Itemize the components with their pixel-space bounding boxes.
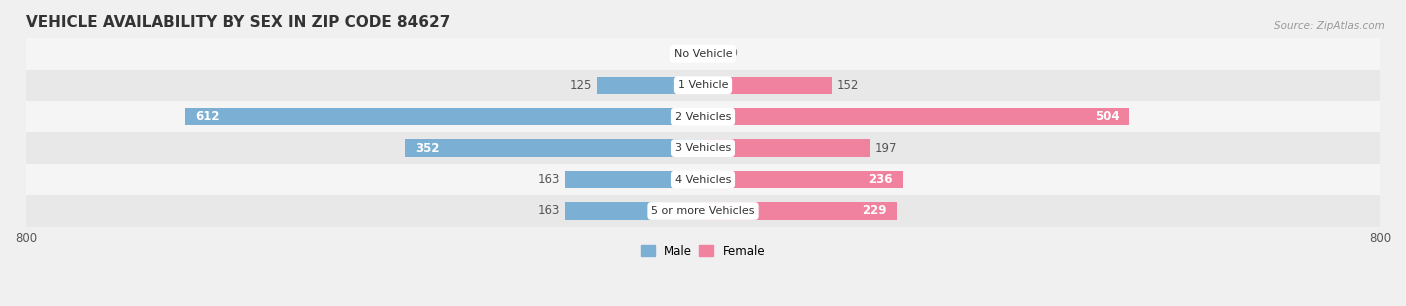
- Text: 163: 163: [537, 204, 560, 218]
- Text: 2 Vehicles: 2 Vehicles: [675, 112, 731, 122]
- Text: 4: 4: [688, 47, 695, 60]
- Text: Source: ZipAtlas.com: Source: ZipAtlas.com: [1274, 21, 1385, 32]
- Text: 19: 19: [724, 47, 740, 60]
- Bar: [703, 45, 718, 62]
- Bar: [565, 202, 703, 220]
- Bar: [27, 132, 1379, 164]
- Bar: [27, 69, 1379, 101]
- Bar: [27, 101, 1379, 132]
- Bar: [703, 76, 831, 94]
- Bar: [27, 38, 1379, 69]
- Text: 3 Vehicles: 3 Vehicles: [675, 143, 731, 153]
- Text: 4 Vehicles: 4 Vehicles: [675, 174, 731, 185]
- Bar: [27, 195, 1379, 227]
- Bar: [405, 140, 703, 157]
- Text: 125: 125: [569, 79, 592, 92]
- Bar: [186, 108, 703, 125]
- Bar: [598, 76, 703, 94]
- Text: 236: 236: [868, 173, 893, 186]
- Text: 197: 197: [875, 142, 897, 155]
- Text: 163: 163: [537, 173, 560, 186]
- Bar: [27, 164, 1379, 195]
- Text: 1 Vehicle: 1 Vehicle: [678, 80, 728, 90]
- Text: 612: 612: [195, 110, 219, 123]
- Text: 152: 152: [837, 79, 859, 92]
- Bar: [703, 140, 870, 157]
- Bar: [565, 171, 703, 188]
- Text: 229: 229: [862, 204, 887, 218]
- Text: No Vehicle: No Vehicle: [673, 49, 733, 59]
- Bar: [703, 202, 897, 220]
- Text: 352: 352: [415, 142, 440, 155]
- Legend: Male, Female: Male, Female: [636, 240, 770, 262]
- Text: 504: 504: [1095, 110, 1119, 123]
- Bar: [703, 171, 903, 188]
- Text: VEHICLE AVAILABILITY BY SEX IN ZIP CODE 84627: VEHICLE AVAILABILITY BY SEX IN ZIP CODE …: [27, 15, 450, 30]
- Text: 5 or more Vehicles: 5 or more Vehicles: [651, 206, 755, 216]
- Bar: [703, 108, 1129, 125]
- Bar: [700, 45, 703, 62]
